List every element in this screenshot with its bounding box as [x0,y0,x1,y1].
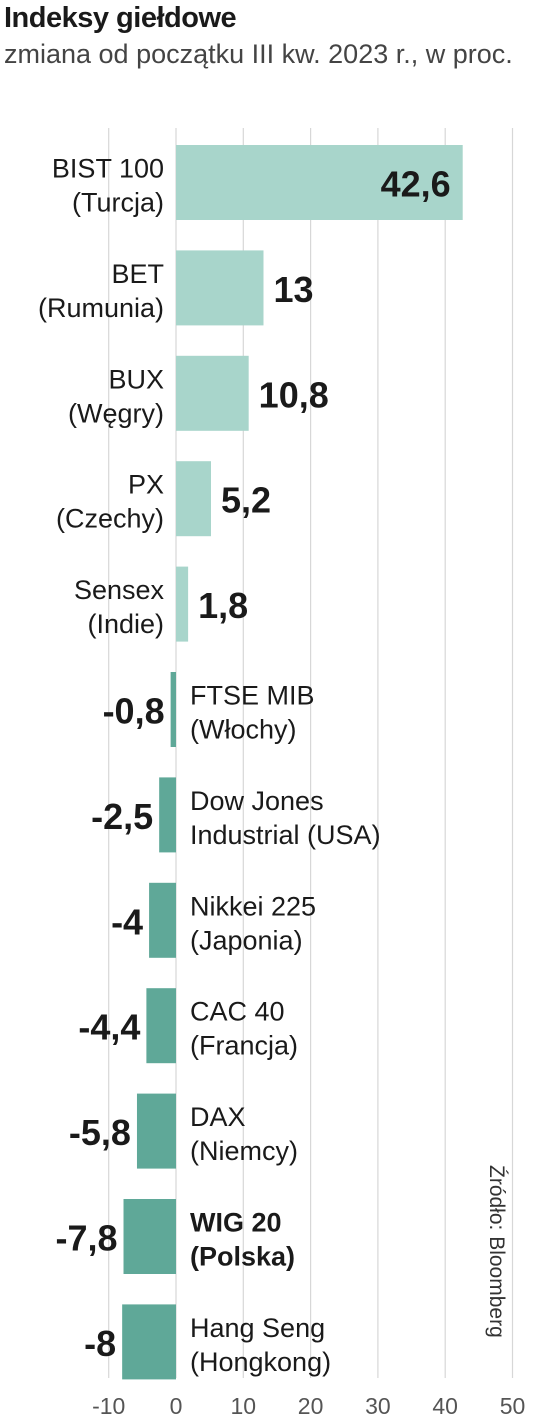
category-label: FTSE MIB [190,681,315,711]
category-label: BIST 100 [52,154,164,184]
x-tick-label: 10 [231,1393,257,1419]
data-label: -7,8 [55,1218,117,1259]
category-label: (Indie) [87,609,164,639]
category-label: PX [128,470,164,500]
data-label: 1,8 [198,585,248,626]
category-label: (Francja) [190,1031,298,1061]
bar [146,988,176,1064]
data-label: -4,4 [78,1007,140,1048]
category-label: Dow Jones [190,786,324,816]
bar [176,250,264,326]
category-label: Hang Seng [190,1313,325,1343]
category-label: (Polska) [190,1242,295,1272]
category-label: DAX [190,1102,246,1132]
data-label: 13 [273,269,313,310]
x-tick-label: 0 [170,1393,183,1419]
data-label: -5,8 [69,1112,131,1153]
bar [176,355,249,431]
chart-title: Indeksy giełdowe [4,2,237,34]
data-label: -0,8 [103,691,165,732]
category-label: (Rumunia) [38,293,164,323]
category-label: Sensex [74,575,165,605]
bar [149,882,176,958]
category-label: Industrial (USA) [190,820,381,850]
x-tick-label: 20 [298,1393,324,1419]
data-label: -2,5 [91,796,153,837]
x-tick-label: 40 [432,1393,458,1419]
x-tick-label: 30 [365,1393,391,1419]
category-label: BET [111,259,164,289]
category-label: (Włochy) [190,715,297,745]
x-tick-label: 50 [500,1393,526,1419]
data-label: 42,6 [381,164,451,205]
bar [123,1199,176,1274]
category-label: CAC 40 [190,997,285,1027]
bar [136,1093,176,1169]
category-label: (Niemcy) [190,1136,298,1166]
bar [176,145,463,220]
category-label: BUX [108,364,164,394]
category-label: (Japonia) [190,925,303,955]
category-label: (Hongkong) [190,1347,331,1377]
category-label: Nikkei 225 [190,891,316,921]
bar [176,566,189,642]
source-note: Źródło: Bloomberg [485,1165,508,1338]
category-label: (Czechy) [56,504,164,534]
category-label: (Turcja) [72,188,164,218]
chart-subtitle: zmiana od początku III kw. 2023 r., w pr… [4,39,513,69]
data-label: 5,2 [221,480,271,521]
data-label: -4 [111,901,143,942]
data-label: 10,8 [259,374,329,415]
x-tick-label: -10 [92,1393,125,1419]
bar [122,1304,176,1380]
bar [176,461,211,537]
bar [170,672,176,747]
category-label: WIG 20 [190,1208,282,1238]
data-label: -8 [84,1323,116,1364]
category-label: (Węgry) [68,398,164,428]
bar [159,777,176,853]
